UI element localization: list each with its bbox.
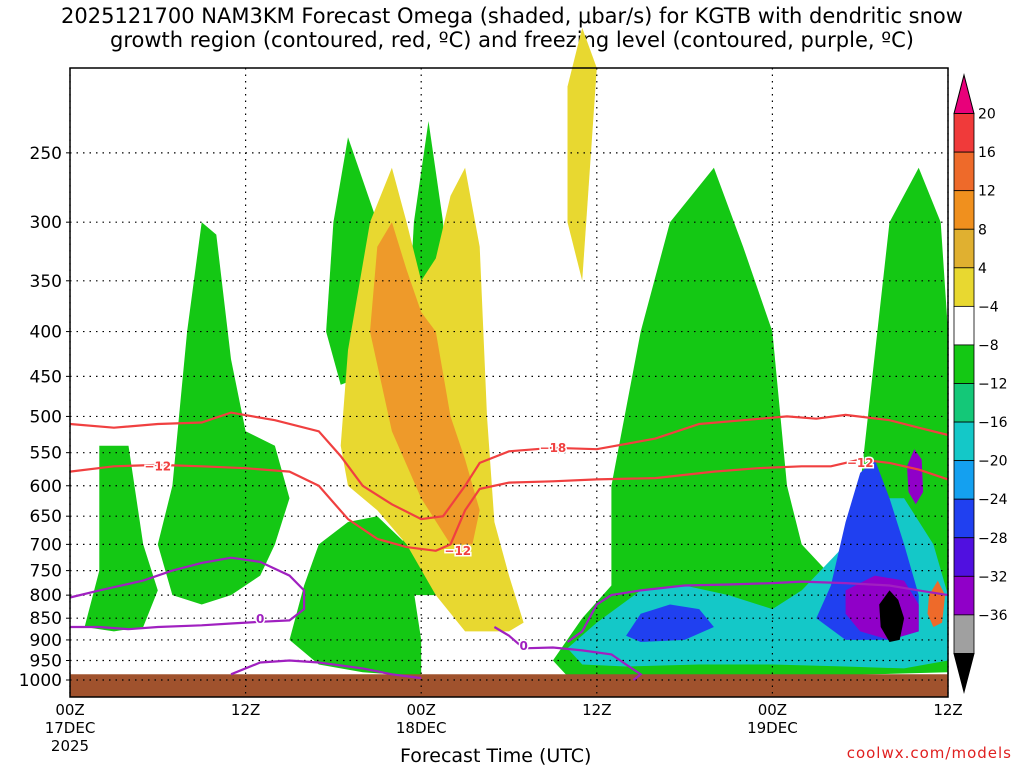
- colorbar-label: −20: [978, 454, 1008, 470]
- colorbar-segment: [953, 113, 975, 153]
- contours: [69, 411, 949, 681]
- y-tick-label: 550: [30, 444, 62, 464]
- colorbar-label: 12: [978, 184, 996, 200]
- x-tick-label: 19DEC: [747, 719, 798, 737]
- colorbar-label: −28: [978, 531, 1008, 547]
- colorbar-segment: [953, 575, 975, 616]
- y-tick-label: 250: [30, 144, 62, 164]
- colorbar-label: 20: [978, 107, 996, 123]
- colorbar-segment: [953, 344, 975, 384]
- omega-shading: [84, 27, 948, 679]
- colorbar-label: −24: [978, 492, 1008, 508]
- y-tick-label: 350: [30, 272, 62, 292]
- colorbar-segment: [953, 305, 975, 346]
- chart-title: 2025121700 NAM3KM Forecast Omega (shaded…: [0, 4, 1024, 52]
- colorbar-segment: [953, 537, 975, 577]
- colorbar-label: −36: [978, 608, 1008, 624]
- credit-link[interactable]: coolwx.com/models: [846, 744, 1012, 762]
- contour-label: −12: [444, 544, 471, 558]
- colorbar-segment: [953, 383, 975, 423]
- omega-region-yellow: [567, 27, 597, 281]
- contour-label: 0: [256, 612, 264, 626]
- colorbar-segment: [953, 228, 975, 269]
- y-tick-label: 500: [30, 407, 62, 427]
- x-tick-label: 00Z: [758, 701, 787, 719]
- x-tick-label: 00Z: [55, 701, 84, 719]
- contour-line: [69, 411, 949, 521]
- x-tick-label: 12Z: [582, 701, 611, 719]
- y-tick-label: 600: [30, 477, 62, 497]
- omega-region-green: [84, 445, 158, 632]
- contour-line: [69, 556, 306, 631]
- y-tick-label: 1000: [19, 671, 62, 691]
- y-tick-label: 800: [30, 586, 62, 606]
- omega-region-green: [157, 222, 290, 605]
- colorbar-segment: [953, 151, 975, 192]
- x-tick-label: 2025: [51, 737, 89, 755]
- colorbar-segment: [953, 498, 975, 539]
- colorbar-label: −12: [978, 377, 1008, 393]
- colorbar-label: 8: [978, 222, 987, 238]
- y-tick-label: 950: [30, 651, 62, 671]
- y-tick-label: 850: [30, 609, 62, 629]
- colorbar-label: −4: [978, 299, 999, 315]
- chart-title-line1: 2025121700 NAM3KM Forecast Omega (shaded…: [61, 4, 963, 28]
- colorbar-label: −32: [978, 569, 1008, 585]
- omega-region-green: [289, 516, 422, 677]
- colorbar-cap-bottom: [953, 652, 975, 694]
- x-tick-label: 00Z: [407, 701, 436, 719]
- contour-line: [69, 458, 949, 552]
- y-tick-label: 700: [30, 535, 62, 555]
- x-tick-label: 17DEC: [45, 719, 96, 737]
- chart-title-line2: growth region (contoured, red, ºC) and f…: [110, 28, 914, 52]
- x-tick-label: 12Z: [933, 701, 962, 719]
- colorbar-segment: [953, 421, 975, 462]
- x-tick-label: 12Z: [231, 701, 260, 719]
- colorbar-segment: [953, 460, 975, 500]
- omega-region-orange: [370, 222, 480, 545]
- omega-region-purple: [907, 449, 924, 505]
- colorbar-segment: [953, 267, 975, 307]
- y-tick-label: 400: [30, 323, 62, 343]
- contour-line: [566, 580, 949, 643]
- y-tick-label: 650: [30, 507, 62, 527]
- contour-line: [493, 626, 643, 681]
- colorbar-label: 4: [978, 261, 987, 277]
- terrain-band: [70, 674, 948, 697]
- y-tick-label: 750: [30, 562, 62, 582]
- contour-label: 0: [519, 639, 527, 653]
- contour-label: −12: [847, 456, 874, 470]
- colorbar-label: −16: [978, 415, 1008, 431]
- colorbar-segment: [953, 190, 975, 230]
- plot-frame: [69, 67, 949, 698]
- contour-line: [230, 659, 422, 680]
- x-tick-label: 18DEC: [396, 719, 447, 737]
- colorbar-label: 16: [978, 145, 996, 161]
- y-tick-label: 300: [30, 213, 62, 233]
- y-tick-label: 900: [30, 631, 62, 651]
- contour-label: −18: [540, 441, 567, 455]
- colorbar-cap-top: [953, 73, 975, 115]
- omega-region-blue: [626, 604, 714, 642]
- y-tick-label: 450: [30, 367, 62, 387]
- x-axis-title: Forecast Time (UTC): [400, 745, 592, 767]
- colorbar-label: −8: [978, 338, 999, 354]
- colorbar-segment: [953, 614, 975, 654]
- omega-region-black: [879, 590, 905, 642]
- contour-label: −12: [144, 459, 171, 473]
